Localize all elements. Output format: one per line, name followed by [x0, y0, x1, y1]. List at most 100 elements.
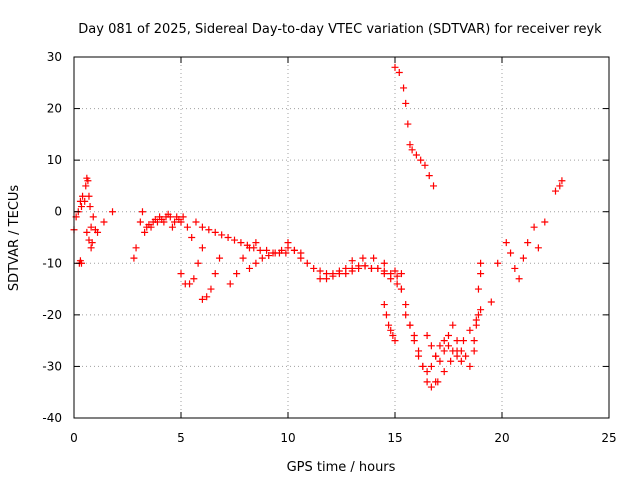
data-point	[447, 357, 455, 365]
data-point	[402, 301, 410, 309]
axis-ticks	[73, 56, 610, 419]
y-tick-label: 0	[54, 205, 62, 219]
y-tick-label: 10	[47, 153, 62, 167]
data-point	[303, 259, 311, 267]
data-point	[412, 151, 420, 159]
data-point	[224, 234, 232, 241]
data-point	[361, 262, 369, 270]
data-point	[466, 326, 474, 334]
data-point	[348, 267, 356, 275]
data-point	[100, 218, 108, 226]
data-point	[397, 285, 405, 293]
data-point	[462, 352, 470, 360]
data-point	[89, 213, 97, 221]
x-tick-label: 15	[387, 431, 402, 445]
data-point	[87, 223, 95, 231]
data-point	[534, 244, 542, 252]
data-point	[400, 84, 408, 92]
data-point	[194, 259, 202, 267]
data-point	[284, 239, 292, 247]
data-point	[425, 172, 433, 180]
data-point	[427, 342, 435, 350]
data-point	[397, 270, 405, 278]
data-point	[477, 306, 485, 314]
data-point	[519, 254, 527, 262]
data-point	[136, 218, 144, 226]
data-point	[141, 228, 149, 236]
data-point	[190, 275, 198, 283]
data-point	[211, 270, 219, 278]
data-point	[432, 352, 440, 360]
data-point	[198, 295, 206, 303]
data-point	[453, 347, 461, 355]
data-point	[258, 254, 266, 262]
data-point	[348, 257, 356, 265]
data-point	[231, 236, 238, 244]
data-point	[359, 254, 367, 262]
data-point	[183, 223, 191, 231]
data-point	[82, 182, 90, 190]
data-point	[474, 285, 482, 293]
data-point	[86, 203, 94, 211]
data-point	[77, 203, 85, 211]
y-tick-label: -40	[42, 411, 62, 425]
data-point	[406, 141, 414, 149]
data-point	[530, 223, 538, 231]
x-tick-label: 25	[601, 431, 616, 445]
data-point	[198, 223, 206, 231]
data-point	[494, 259, 502, 267]
data-point	[470, 347, 478, 355]
x-tick-label: 0	[70, 431, 78, 445]
y-tick-label: 30	[47, 50, 62, 64]
data-point	[252, 259, 260, 267]
data-point	[198, 244, 206, 252]
data-point	[153, 218, 161, 226]
data-point	[207, 285, 215, 293]
data-point	[427, 362, 435, 370]
data-point	[524, 239, 532, 247]
data-point	[391, 63, 399, 71]
x-tick-label: 20	[494, 431, 509, 445]
y-tick-labels: -40 -30 -20 -10 0 10 20 30	[42, 50, 62, 425]
data-point	[316, 275, 324, 283]
data-point	[515, 275, 523, 283]
data-point	[109, 208, 117, 216]
data-point	[87, 244, 95, 252]
plot-frame	[73, 56, 610, 419]
data-point	[245, 244, 253, 252]
data-point	[168, 223, 176, 231]
data-point	[511, 264, 519, 272]
data-points	[70, 63, 566, 391]
data-point	[84, 177, 92, 185]
data-point	[406, 321, 414, 329]
data-point	[278, 246, 286, 254]
data-point	[160, 218, 168, 226]
chart-title: Day 081 of 2025, Sidereal Day-to-day VTE…	[78, 22, 602, 37]
data-point	[436, 342, 444, 350]
data-point	[177, 218, 185, 226]
data-point	[265, 252, 273, 260]
data-point	[402, 99, 410, 107]
data-point	[239, 254, 247, 262]
data-point	[79, 192, 87, 200]
data-point	[216, 254, 224, 262]
data-point	[382, 311, 390, 319]
data-point	[391, 267, 399, 275]
data-point	[342, 270, 350, 278]
y-tick-label: -10	[42, 256, 62, 270]
x-axis-label: GPS time / hours	[287, 460, 396, 475]
data-point	[263, 246, 271, 254]
data-point	[487, 298, 495, 306]
data-point	[329, 272, 337, 280]
data-point	[226, 280, 234, 288]
data-point	[423, 378, 431, 386]
data-point	[421, 161, 429, 169]
data-point	[393, 272, 401, 280]
data-point	[374, 264, 382, 272]
data-point	[410, 331, 418, 339]
data-point	[370, 254, 378, 262]
data-point	[380, 270, 388, 278]
data-point	[203, 293, 211, 301]
data-point	[449, 321, 457, 329]
